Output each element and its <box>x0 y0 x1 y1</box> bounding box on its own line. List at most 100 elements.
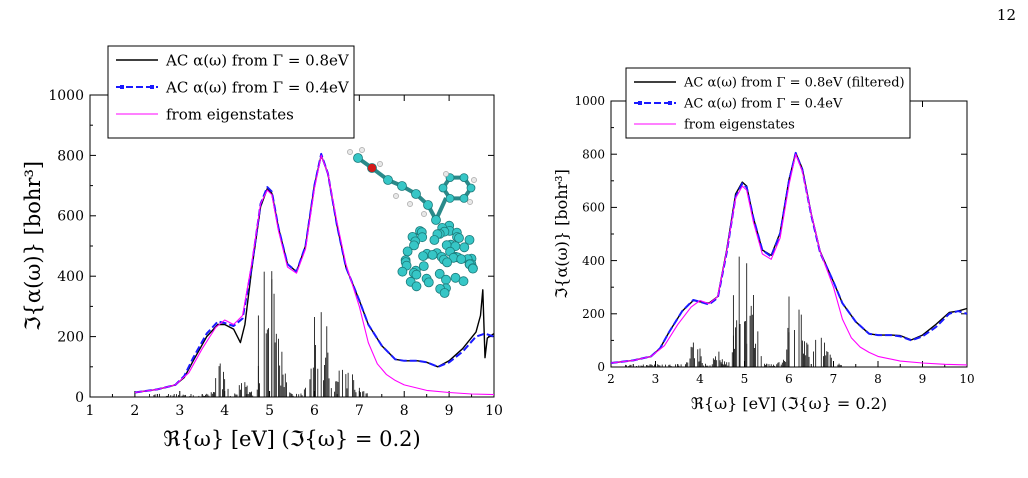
carbon-atom <box>445 193 455 203</box>
carbon-atom <box>411 189 421 199</box>
carbon-atom <box>402 246 413 257</box>
x-tick-label: 10 <box>959 372 974 386</box>
carbon-atom <box>456 254 467 265</box>
carbon-atom <box>411 281 422 292</box>
y-tick-label: 600 <box>582 201 605 215</box>
y-tick-label: 400 <box>57 269 84 285</box>
series-line-2 <box>134 154 495 396</box>
y-tick-label: 0 <box>597 360 605 374</box>
chart-right: 2 3 4 5 6 7 8 9 10 0 200 400 600 800 1000 ℜ{ω} [eV] (ℑ{… <box>552 67 975 413</box>
carbon-atom <box>431 215 441 225</box>
y-tick-label: 0 <box>75 390 84 406</box>
y-axis-label: ℑ{α(ω)} [bohr³] <box>552 169 571 299</box>
y-tick-label: 400 <box>582 254 605 268</box>
hydrogen-atom <box>347 149 353 155</box>
carbon-atom <box>459 242 470 253</box>
carbon-atom <box>441 274 451 285</box>
y-tick-label: 800 <box>57 148 84 164</box>
x-tick-label: 1 <box>86 403 95 419</box>
x-tick-label: 2 <box>607 372 615 386</box>
carbon-atom <box>459 193 469 203</box>
carbon-atom <box>418 261 429 272</box>
x-tick-label: 9 <box>919 372 927 386</box>
eigenstate-sticks <box>149 271 368 397</box>
x-axis-label: ℜ{ω} [eV] (ℑ{ω} = 0.2) <box>163 427 421 451</box>
carbon-atom <box>434 268 445 279</box>
x-tick-label: 7 <box>355 403 364 419</box>
carbon-atom <box>423 200 433 210</box>
hydrogen-atom <box>393 193 399 199</box>
carbon-atom <box>353 153 363 163</box>
carbon-atom <box>411 269 422 280</box>
hydrogen-atom <box>467 199 473 205</box>
legend-entry: from eigenstates <box>684 118 795 133</box>
hydrogen-atom <box>359 147 365 153</box>
y-tick-label: 1000 <box>574 94 605 108</box>
legend-box <box>107 45 355 139</box>
plot-frame <box>89 94 495 398</box>
carbon-atom <box>427 249 438 260</box>
hydrogen-atom <box>421 211 427 217</box>
x-tick-label: 4 <box>220 403 229 419</box>
series-line-2 <box>610 153 968 366</box>
legend-entry: AC α(ω) from Γ = 0.8eV <box>165 51 350 69</box>
x-tick-label: 8 <box>400 403 409 419</box>
page-number: 12 <box>996 6 1016 24</box>
legend-marker <box>150 85 154 89</box>
eigenstate-sticks <box>625 256 842 367</box>
carbon-atom <box>464 234 475 245</box>
legend-entry: AC α(ω) from Γ = 0.8eV (filtered) <box>683 76 905 91</box>
legend-entry: AC α(ω) from Γ = 0.4eV <box>165 78 350 96</box>
hydrogen-atom <box>377 161 383 167</box>
x-tick-label: 6 <box>310 403 319 419</box>
carbon-atom <box>383 175 393 185</box>
x-tick-label: 3 <box>175 403 184 419</box>
carbon-atom <box>429 235 440 245</box>
carbon-atom <box>466 183 476 193</box>
oxygen-atom <box>367 163 377 173</box>
x-tick-label: 2 <box>130 403 139 419</box>
x-tick-label: 9 <box>445 403 454 419</box>
legend: AC α(ω) from Γ = 0.8eV AC α(ω) from Γ = 0… <box>107 45 355 139</box>
y-tick-label: 600 <box>57 209 84 225</box>
y-tick-label: 200 <box>57 330 84 346</box>
legend-entry: from eigenstates <box>166 105 294 123</box>
legend: AC α(ω) from Γ = 0.8eV (filtered) AC α(ω)… <box>625 67 911 139</box>
chart-left: 1 2 3 4 5 6 7 8 9 10 0 200 400 600 800 1000 ℜ{ω} [eV] (ℑ… <box>21 45 503 451</box>
legend-marker <box>638 101 642 105</box>
molecule-inset <box>347 147 478 298</box>
hydrogen-atom <box>471 177 477 183</box>
carbon-atom <box>438 183 448 193</box>
x-tick-label: 5 <box>741 372 749 386</box>
hydrogen-atom <box>407 201 413 207</box>
carbon-atom <box>439 288 450 298</box>
x-tick-label: 7 <box>830 372 838 386</box>
y-tick-label: 800 <box>582 147 605 161</box>
carbon-atom <box>442 257 453 268</box>
x-tick-label: 3 <box>652 372 660 386</box>
legend-box <box>625 67 911 139</box>
x-tick-label: 5 <box>265 403 274 419</box>
x-tick-label: 4 <box>696 372 704 386</box>
x-tick-label: 10 <box>485 403 503 419</box>
carbon-atom <box>459 173 469 183</box>
carbon-atom <box>454 233 464 243</box>
x-tick-label: 6 <box>785 372 793 386</box>
carbon-atom <box>418 251 429 262</box>
carbon-atom <box>397 266 408 277</box>
carbon-atom <box>397 181 407 191</box>
legend-marker <box>120 85 124 89</box>
x-tick-label: 8 <box>874 372 882 386</box>
carbon-atom <box>409 240 419 251</box>
carbon-atom <box>423 277 434 288</box>
y-axis-label: ℑ{α(ω)} [bohr³] <box>21 161 45 331</box>
carbon-atom <box>467 263 478 274</box>
hydrogen-atom <box>443 171 449 177</box>
y-tick-label: 1000 <box>48 88 84 104</box>
carbon-atom <box>458 276 469 287</box>
y-tick-label: 200 <box>582 307 605 321</box>
legend-entry: AC α(ω) from Γ = 0.4eV <box>683 97 843 112</box>
x-axis-label: ℜ{ω} [eV] (ℑ{ω} = 0.2) <box>691 394 887 413</box>
legend-marker <box>668 101 672 105</box>
